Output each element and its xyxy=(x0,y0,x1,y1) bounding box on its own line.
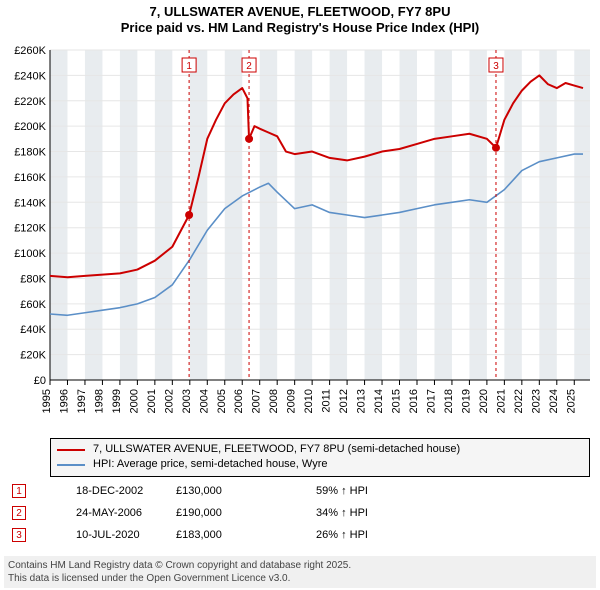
svg-text:2019: 2019 xyxy=(460,389,472,413)
svg-text:2025: 2025 xyxy=(565,389,577,413)
svg-text:1999: 1999 xyxy=(111,389,123,413)
svg-text:2024: 2024 xyxy=(548,389,560,413)
svg-text:2017: 2017 xyxy=(425,389,437,413)
svg-text:2020: 2020 xyxy=(478,389,490,413)
title-line2: Price paid vs. HM Land Registry's House … xyxy=(0,20,600,36)
svg-text:2023: 2023 xyxy=(530,389,542,413)
svg-text:2018: 2018 xyxy=(443,389,455,413)
event-row: 310-JUL-2020£183,00026% ↑ HPI xyxy=(10,524,590,546)
svg-text:2011: 2011 xyxy=(321,389,333,413)
legend-row-series2: HPI: Average price, semi-detached house,… xyxy=(57,457,583,472)
legend: 7, ULLSWATER AVENUE, FLEETWOOD, FY7 8PU … xyxy=(50,438,590,477)
svg-text:£100K: £100K xyxy=(14,248,46,260)
svg-text:2008: 2008 xyxy=(268,389,280,413)
legend-swatch-series1 xyxy=(57,449,85,451)
event-delta: 34% ↑ HPI xyxy=(316,507,456,519)
legend-label-series2: HPI: Average price, semi-detached house,… xyxy=(93,457,327,472)
svg-text:2013: 2013 xyxy=(356,389,368,413)
svg-text:£40K: £40K xyxy=(20,324,46,336)
svg-text:1997: 1997 xyxy=(76,389,88,413)
svg-text:2009: 2009 xyxy=(286,389,298,413)
svg-text:2010: 2010 xyxy=(303,389,315,413)
svg-text:1995: 1995 xyxy=(41,389,53,413)
svg-text:£200K: £200K xyxy=(14,121,46,133)
event-price: £183,000 xyxy=(176,529,316,541)
svg-text:1996: 1996 xyxy=(58,389,70,413)
event-date: 24-MAY-2006 xyxy=(26,507,176,519)
chart-container: 7, ULLSWATER AVENUE, FLEETWOOD, FY7 8PU … xyxy=(0,0,600,590)
svg-text:2021: 2021 xyxy=(495,389,507,413)
svg-text:£240K: £240K xyxy=(14,70,46,82)
svg-text:2012: 2012 xyxy=(338,389,350,413)
svg-text:£160K: £160K xyxy=(14,172,46,184)
svg-text:£220K: £220K xyxy=(14,96,46,108)
legend-swatch-series2 xyxy=(57,464,85,466)
event-row: 118-DEC-2002£130,00059% ↑ HPI xyxy=(10,480,590,502)
event-price: £130,000 xyxy=(176,485,316,497)
svg-text:2005: 2005 xyxy=(216,389,228,413)
svg-text:£120K: £120K xyxy=(14,223,46,235)
svg-text:2016: 2016 xyxy=(408,389,420,413)
svg-text:£60K: £60K xyxy=(20,299,46,311)
svg-text:£20K: £20K xyxy=(20,350,46,362)
svg-text:1: 1 xyxy=(186,61,192,72)
footer-line2: This data is licensed under the Open Gov… xyxy=(8,572,592,585)
event-marker: 2 xyxy=(12,506,26,520)
title-line1: 7, ULLSWATER AVENUE, FLEETWOOD, FY7 8PU xyxy=(0,4,600,20)
svg-text:2000: 2000 xyxy=(128,389,140,413)
chart-svg: £0 £20K £40K £60K £80K £100K £120K £140K £160K £1… xyxy=(0,40,600,430)
event-row: 224-MAY-2006£190,00034% ↑ HPI xyxy=(10,502,590,524)
svg-text:2003: 2003 xyxy=(181,389,193,413)
event-date: 18-DEC-2002 xyxy=(26,485,176,497)
svg-text:£180K: £180K xyxy=(14,147,46,159)
svg-text:2002: 2002 xyxy=(163,389,175,413)
svg-text:2001: 2001 xyxy=(146,389,158,413)
svg-text:£140K: £140K xyxy=(14,197,46,209)
svg-text:2022: 2022 xyxy=(513,389,525,413)
events-table: 118-DEC-2002£130,00059% ↑ HPI224-MAY-200… xyxy=(10,480,590,546)
event-delta: 26% ↑ HPI xyxy=(316,529,456,541)
event-marker: 1 xyxy=(12,484,26,498)
event-delta: 59% ↑ HPI xyxy=(316,485,456,497)
footer-line1: Contains HM Land Registry data © Crown c… xyxy=(8,559,592,572)
footer: Contains HM Land Registry data © Crown c… xyxy=(4,556,596,588)
svg-text:2014: 2014 xyxy=(373,389,385,413)
chart: £0 £20K £40K £60K £80K £100K £120K £140K £160K £1… xyxy=(0,40,600,430)
svg-text:2: 2 xyxy=(246,61,252,72)
legend-label-series1: 7, ULLSWATER AVENUE, FLEETWOOD, FY7 8PU … xyxy=(93,442,460,457)
svg-text:2006: 2006 xyxy=(233,389,245,413)
svg-text:£80K: £80K xyxy=(20,273,46,285)
event-price: £190,000 xyxy=(176,507,316,519)
svg-text:1998: 1998 xyxy=(93,389,105,413)
svg-text:£260K: £260K xyxy=(14,45,46,57)
event-marker: 3 xyxy=(12,528,26,542)
event-date: 10-JUL-2020 xyxy=(26,529,176,541)
legend-row-series1: 7, ULLSWATER AVENUE, FLEETWOOD, FY7 8PU … xyxy=(57,442,583,457)
svg-text:£0: £0 xyxy=(34,375,46,387)
title-block: 7, ULLSWATER AVENUE, FLEETWOOD, FY7 8PU … xyxy=(0,0,600,37)
svg-text:2015: 2015 xyxy=(391,389,403,413)
svg-text:3: 3 xyxy=(493,61,499,72)
svg-text:2004: 2004 xyxy=(198,389,210,413)
svg-text:2007: 2007 xyxy=(251,389,263,413)
